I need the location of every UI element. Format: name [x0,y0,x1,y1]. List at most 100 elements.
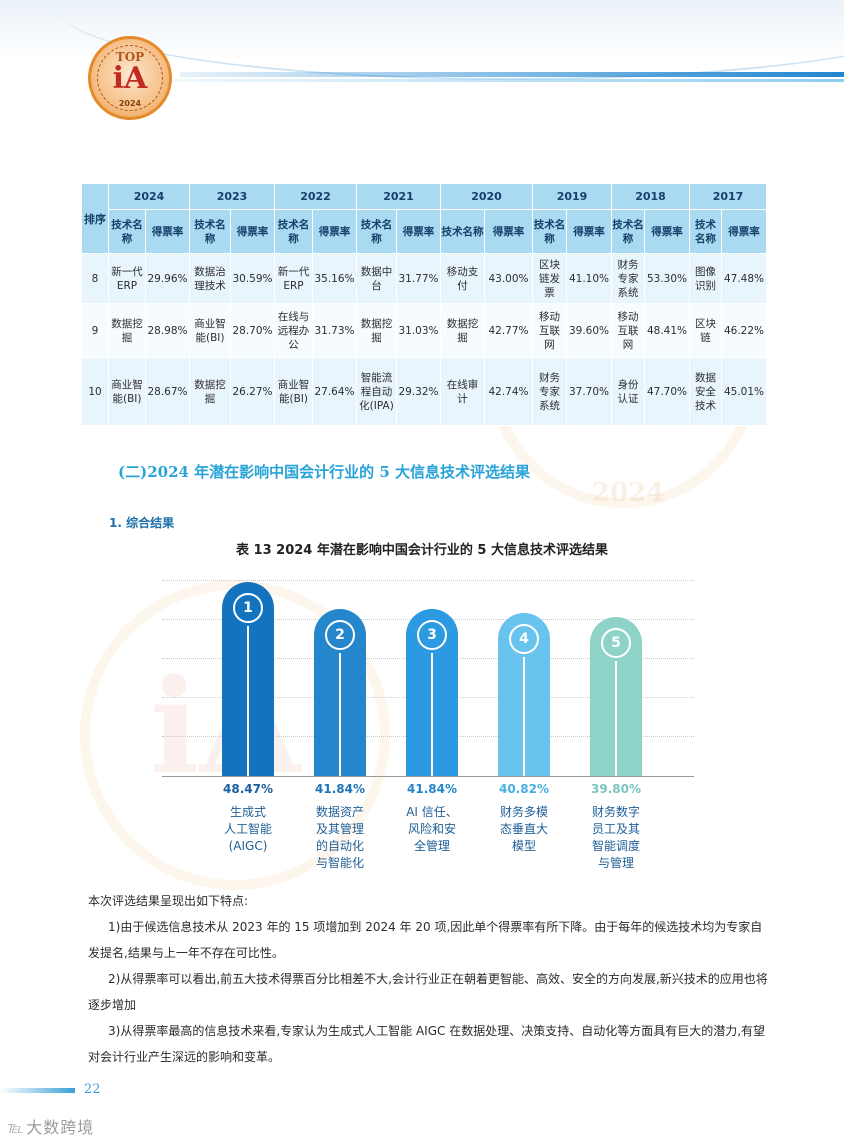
tech-name-cell: 区块链发票 [532,253,567,304]
tech-name-cell: 新一代ERP [274,253,313,304]
tech-name-header: 技术名称 [611,209,645,254]
vote-rate-cell: 43.00% [484,253,533,304]
year-header: 2019 [532,183,612,210]
vote-rate-cell: 31.77% [396,253,441,304]
ranking-table: 排序 2024 2023 2022 2021 2020 2019 2018 2017 技术名称… [81,183,767,426]
rank-cell: 10 [81,357,109,426]
tech-name-cell: 商业智能(BI) [189,303,231,358]
bar-value-label: 48.47% [223,782,273,796]
body-point-2: 2)从得票率可以看出,前五大技术得票百分比相差不大,会计行业正在朝着更智能、高效… [88,972,768,1012]
vote-rate-cell: 47.70% [644,357,690,426]
vote-rate-header: 得票率 [484,209,533,254]
tech-name-cell: 新一代ERP [108,253,146,304]
vote-rate-header: 得票率 [230,209,275,254]
vote-rate-header: 得票率 [566,209,612,254]
vote-rate-cell: 26.27% [230,357,275,426]
category-line: 全管理 [413,839,450,853]
vote-rate-cell: 28.70% [230,303,275,358]
year-header: 2022 [274,183,357,210]
logo-ia-text: iA [112,61,148,96]
category-line: 人工智能 [223,822,272,836]
rank-badge: 5 [601,628,631,658]
tech-name-cell: 在线与远程办公 [274,303,313,358]
tech-name-cell: 财务专家系统 [611,253,645,304]
tech-name-header: 技术名称 [532,209,567,254]
vote-rate-header: 得票率 [312,209,357,254]
category-line: 数据资产 [315,805,364,819]
category-line: 的自动化 [315,839,364,853]
vote-rate-cell: 30.59% [230,253,275,304]
tech-name-header: 技术名称 [189,209,231,254]
tech-name-cell: 移动互联网 [611,303,645,358]
bar-value-label: 40.82% [499,782,549,796]
vote-rate-header: 得票率 [721,209,767,254]
vote-rate-header: 得票率 [396,209,441,254]
category-line: 财务数字 [591,805,640,819]
tech-name-header: 技术名称 [689,209,722,254]
vote-rate-cell: 29.32% [396,357,441,426]
table-row: 10 商业智能(BI) 28.67% 数据挖掘 26.27% 商业智能(BI) 27.64%… [81,357,767,426]
bar-category-label: 财务数字 员工及其 智能调度 与管理 [566,804,666,872]
logo-year: 2024 [118,99,142,108]
year-header: 2017 [689,183,767,210]
page-number: 22 [84,1082,101,1097]
tech-name-cell: 区块链 [689,303,722,358]
subsection-title: 1. 综合结果 [109,516,175,530]
chart-bar: 3 [406,609,458,776]
top5-bar-chart: 1 48.47% 生成式 人工智能 (AIGC) 2 41.84% 数据资产 及其管理 的自动化与… [0,560,844,880]
vote-rate-cell: 41.10% [566,253,612,304]
body-text: 本次评选结果呈现出如下特点: 1)由于候选信息技术从 2023 年的 15 项增… [88,888,768,1070]
logo-top-text: TOP [115,50,145,64]
tech-name-cell: 商业智能(BI) [274,357,313,426]
category-line: 模型 [511,839,536,853]
category-line: 与智能化 [315,856,364,870]
vote-rate-cell: 31.03% [396,303,441,358]
chart-bar: 4 [498,613,550,776]
top-ia-logo: TOP iA 2024 [88,36,172,120]
category-line: 智能调度 [591,839,640,853]
rank-cell: 8 [81,253,109,304]
chart-bar: 5 [590,617,642,776]
vote-rate-cell: 46.22% [721,303,767,358]
tech-name-cell: 财务专家系统 [532,357,567,426]
vote-rate-cell: 42.74% [484,357,533,426]
chart-baseline [162,776,694,777]
footer-line [0,1088,75,1093]
category-line: AI 信任、 [406,805,458,819]
tech-name-cell: 身份认证 [611,357,645,426]
chart-gridline [162,580,694,581]
vote-rate-cell: 47.48% [721,253,767,304]
vote-rate-cell: 28.98% [145,303,190,358]
tech-name-header: 技术名称 [274,209,313,254]
rank-badge: 3 [417,620,447,650]
body-point-1: 1)由于候选信息技术从 2023 年的 15 项增加到 2024 年 20 项,… [88,920,763,960]
category-line: 生成式 [229,805,266,819]
table-row: 9 数据挖掘 28.98% 商业智能(BI) 28.70% 在线与远程办公 31.73% 数据… [81,303,767,358]
bar-value-label: 41.84% [315,782,365,796]
tech-name-header: 技术名称 [108,209,146,254]
year-header: 2021 [356,183,441,210]
body-intro: 本次评选结果呈现出如下特点: [88,894,249,908]
bar-category-label: 生成式 人工智能 (AIGC) [198,804,298,855]
year-header: 2023 [189,183,275,210]
watermark-year: 2024 [592,478,665,508]
brand-watermark: ℡ 大数跨境 [6,1114,94,1138]
bar-category-label: 财务多模 态垂直大 模型 [474,804,574,855]
tech-name-cell: 数据挖掘 [108,303,146,358]
vote-rate-cell: 53.30% [644,253,690,304]
rank-badge: 4 [509,624,539,654]
vote-rate-header: 得票率 [145,209,190,254]
table-row: 8 新一代ERP 29.96% 数据治理技术 30.59% 新一代ERP 35.16% 数据中… [81,253,767,304]
tech-name-cell: 在线审计 [440,357,485,426]
vote-rate-cell: 28.67% [145,357,190,426]
vote-rate-cell: 37.70% [566,357,612,426]
vote-rate-cell: 42.77% [484,303,533,358]
tech-name-header: 技术名称 [440,209,485,254]
bar-category-label: 数据资产 及其管理 的自动化 与智能化 [290,804,390,872]
vote-rate-cell: 31.73% [312,303,357,358]
vote-rate-cell: 29.96% [145,253,190,304]
tech-name-cell: 移动支付 [440,253,485,304]
section-title: (二)2024 年潜在影响中国会计行业的 5 大信息技术评选结果 [118,463,531,481]
tech-name-cell: 数据挖掘 [356,303,397,358]
bar-value-label: 41.84% [407,782,457,796]
